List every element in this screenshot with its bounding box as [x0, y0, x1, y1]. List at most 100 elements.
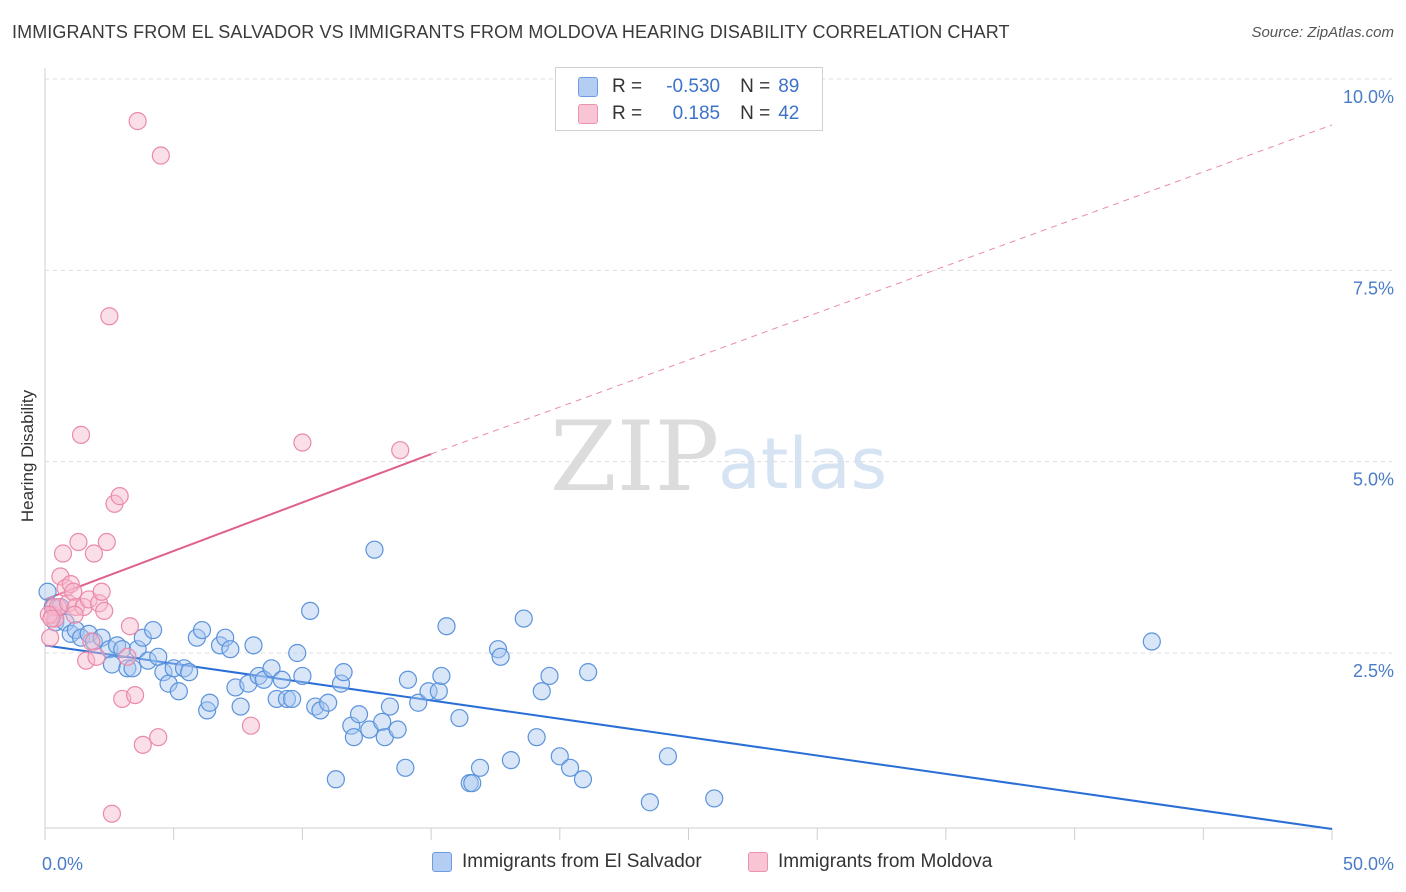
el-salvador-point-43 [272, 670, 291, 689]
el-salvador-point-52 [326, 770, 345, 789]
trendline-moldova [44, 453, 432, 601]
el-salvador-point-60 [373, 712, 392, 731]
trendline-moldova-extended [430, 124, 1333, 455]
moldova-point-24 [100, 307, 119, 326]
el-salvador-point-53 [331, 674, 351, 693]
el-salvador-point-77 [501, 751, 520, 770]
bottom-legend-swatch-blue [432, 852, 452, 872]
axes [44, 68, 1333, 840]
moldova-point-37 [293, 433, 312, 452]
moldova-point-41 [65, 605, 84, 624]
el-salvador-point-64 [396, 758, 415, 777]
el-salvador-point-19 [138, 651, 158, 670]
el-salvador-point-16 [123, 659, 142, 678]
moldova-point-25 [102, 804, 122, 823]
chart-title: IMMIGRANTS FROM EL SALVADOR VS IMMIGRANT… [12, 22, 1010, 42]
legend-n-label-1: N = [740, 76, 771, 97]
moldova-point-13 [71, 425, 91, 444]
el-salvador-point-48 [301, 601, 320, 621]
el-salvador-point-17 [128, 640, 147, 659]
bottom-legend-label-el-salvador: Immigrants from El Salvador [462, 851, 702, 872]
el-salvador-point-63 [388, 720, 407, 739]
legend-r-value-1: -0.530 [666, 76, 721, 97]
bottom-legend-label-moldova: Immigrants from Moldova [778, 851, 993, 872]
moldova-point-21 [92, 582, 111, 601]
moldova-point-34 [149, 728, 168, 747]
bottom-legend-swatch-pink [748, 852, 768, 872]
el-salvador-point-67 [419, 682, 438, 701]
el-salvador-point-29 [192, 620, 212, 640]
el-salvador-point-65 [398, 670, 418, 689]
moldova-point-27 [110, 487, 129, 506]
watermark-zip-text: ZIP [550, 401, 719, 513]
el-salvador-point-21 [149, 647, 168, 666]
el-salvador-point-27 [180, 663, 199, 682]
el-salvador-point-42 [267, 689, 286, 709]
y-tick-label-2: 7.5% [1353, 278, 1394, 298]
bottom-legend-el-salvador: Immigrants from El Salvador [432, 851, 702, 873]
x-tick-label-max: 50.0% [1343, 854, 1394, 874]
moldova-point-29 [118, 647, 137, 666]
el-salvador-point-86 [640, 793, 659, 812]
moldova-point-22 [95, 601, 114, 621]
x-tick-label-min: 0.0% [42, 854, 83, 874]
el-salvador-point-87 [658, 747, 678, 766]
el-salvador-point-45 [283, 689, 302, 709]
el-salvador-point-51 [319, 693, 338, 712]
points-moldova [39, 111, 410, 823]
y-tick-label-1: 5.0% [1353, 470, 1394, 490]
el-salvador-point-18 [133, 628, 152, 647]
stats-legend-row-moldova: R = 0.185 N = 42 [578, 101, 799, 127]
stats-legend: R = -0.530 N = 89 R = 0.185 N = 42 [555, 67, 823, 131]
legend-swatch-pink [578, 104, 598, 124]
moldova-point-0 [41, 628, 60, 647]
el-salvador-point-36 [231, 697, 250, 716]
el-salvador-point-79 [527, 728, 546, 747]
el-salvador-point-68 [429, 682, 448, 701]
el-salvador-point-82 [550, 747, 569, 766]
el-salvador-point-34 [221, 640, 240, 659]
el-salvador-point-88 [705, 789, 724, 808]
legend-r-label-1: R = [612, 76, 643, 97]
moldova-point-35 [151, 146, 170, 165]
el-salvador-point-33 [216, 628, 235, 647]
legend-r-value-2: 0.185 [672, 103, 721, 124]
el-salvador-point-66 [409, 693, 428, 712]
el-salvador-point-20 [144, 620, 163, 640]
el-salvador-point-47 [293, 666, 312, 686]
grid-lines [45, 78, 1392, 654]
moldova-point-32 [128, 111, 147, 131]
el-salvador-point-41 [262, 659, 281, 678]
moldova-point-23 [97, 532, 116, 552]
el-salvador-point-25 [169, 682, 188, 701]
moldova-point-18 [84, 544, 104, 563]
moldova-point-6 [53, 544, 73, 563]
el-salvador-point-59 [365, 540, 384, 559]
el-salvador-point-50 [311, 701, 330, 720]
stats-legend-row-el-salvador: R = -0.530 N = 89 [578, 74, 799, 100]
el-salvador-point-57 [349, 705, 369, 724]
el-salvador-point-44 [277, 689, 297, 709]
moldova-point-30 [120, 617, 140, 636]
el-salvador-point-62 [380, 697, 400, 716]
moldova-point-19 [87, 647, 106, 666]
el-salvador-point-54 [334, 663, 353, 682]
legend-swatch-blue [578, 77, 598, 97]
el-salvador-point-84 [573, 770, 593, 789]
el-salvador-point-78 [514, 609, 533, 628]
moldova-point-5 [51, 567, 70, 586]
el-salvador-point-0 [38, 582, 57, 601]
el-salvador-point-81 [540, 666, 559, 686]
moldova-point-31 [125, 685, 145, 705]
el-salvador-point-74 [470, 758, 490, 777]
el-salvador-point-46 [288, 643, 307, 663]
legend-r-label-2: R = [612, 103, 643, 124]
moldova-point-17 [82, 632, 101, 651]
el-salvador-point-76 [491, 647, 510, 666]
moldova-point-12 [69, 532, 88, 552]
tick-labels: 0.0% 50.0% 2.5% 5.0% 7.5% 10.0% [42, 87, 1394, 874]
el-salvador-point-56 [344, 728, 363, 747]
bottom-legend-moldova: Immigrants from Moldova [748, 851, 992, 873]
watermark-atlas-text: atlas [718, 423, 887, 505]
